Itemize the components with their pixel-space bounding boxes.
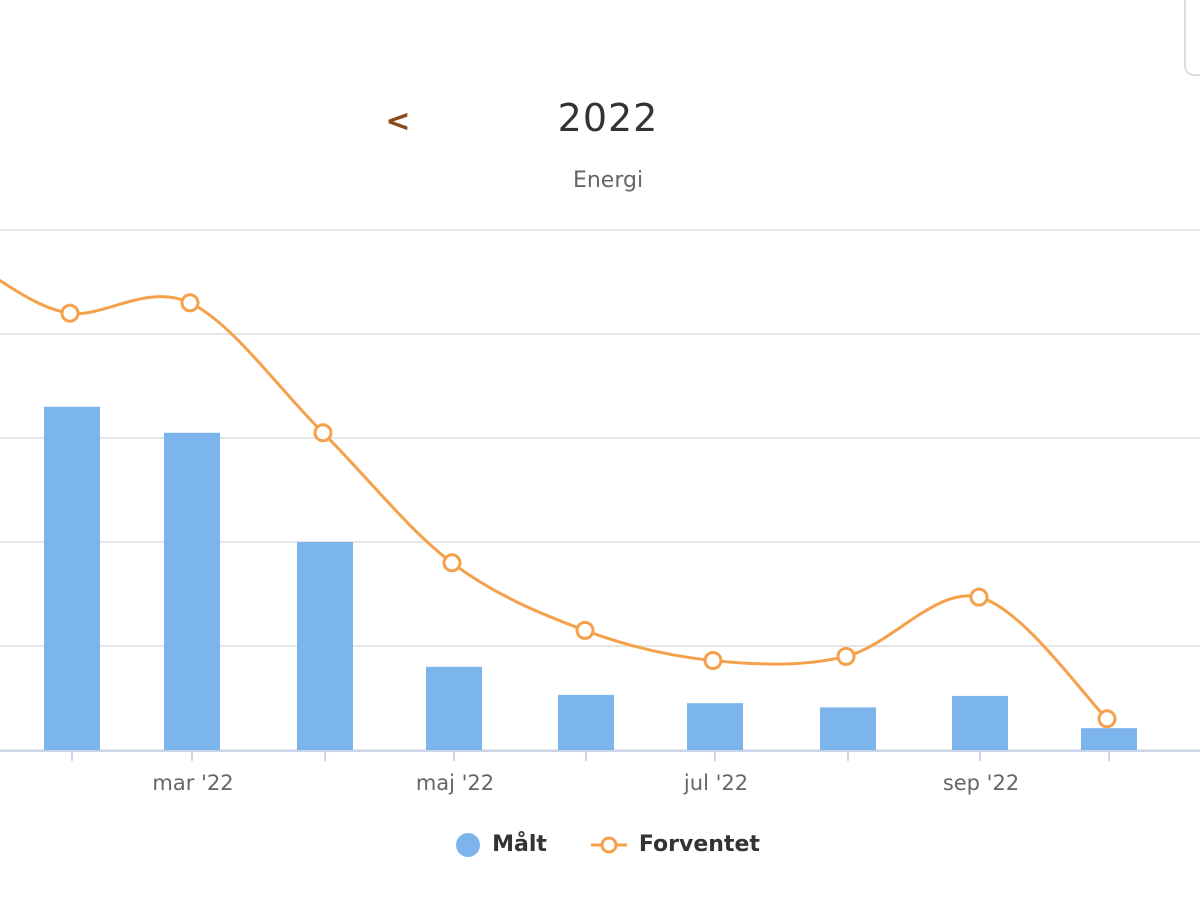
- x-tick-label: mar '22: [152, 771, 233, 795]
- legend-label-forventet: Forventet: [638, 832, 760, 857]
- bar-maalt[interactable]: [164, 432, 220, 750]
- legend-label-maalt: Målt: [492, 832, 547, 857]
- bar-series-marker-icon: [456, 832, 481, 857]
- line-series-marker-icon: [590, 836, 627, 853]
- x-axis: [0, 750, 1200, 761]
- bar-maalt[interactable]: [820, 707, 876, 750]
- forventet-point[interactable]: [575, 620, 595, 640]
- bar-maalt[interactable]: [1081, 728, 1137, 750]
- bar-maalt[interactable]: [297, 542, 353, 750]
- forventet-point[interactable]: [703, 651, 723, 671]
- forventet-point[interactable]: [836, 646, 856, 666]
- forventet-point[interactable]: [1097, 709, 1117, 729]
- legend: Målt Forventet: [0, 832, 1200, 857]
- forventet-point[interactable]: [180, 293, 200, 313]
- line-series: [0, 278, 1117, 729]
- corner-control[interactable]: [1184, 0, 1200, 76]
- year-title: 2022: [557, 96, 659, 140]
- forventet-point[interactable]: [969, 587, 989, 607]
- x-tick-label: jul '22: [683, 771, 748, 795]
- bar-maalt[interactable]: [687, 703, 743, 750]
- chart-subtitle: Energi: [572, 168, 644, 193]
- x-tick-label: sep '22: [943, 771, 1019, 795]
- bar-maalt[interactable]: [44, 406, 100, 750]
- x-tick-labels: mar '22 maj '22 jul '22 sep '22: [152, 771, 1019, 795]
- bar-series: [44, 406, 1137, 750]
- forventet-point[interactable]: [60, 303, 80, 323]
- bar-maalt[interactable]: [558, 694, 614, 750]
- bar-maalt[interactable]: [952, 695, 1008, 750]
- forventet-line: [0, 278, 1109, 720]
- previous-year-button[interactable]: <: [385, 104, 411, 139]
- forventet-point[interactable]: [442, 553, 462, 573]
- legend-item-forventet[interactable]: Forventet: [590, 832, 760, 857]
- legend-item-maalt[interactable]: Målt: [456, 832, 547, 857]
- x-tick-label: maj '22: [416, 771, 494, 795]
- bar-maalt[interactable]: [426, 666, 482, 750]
- forventet-point[interactable]: [313, 423, 333, 443]
